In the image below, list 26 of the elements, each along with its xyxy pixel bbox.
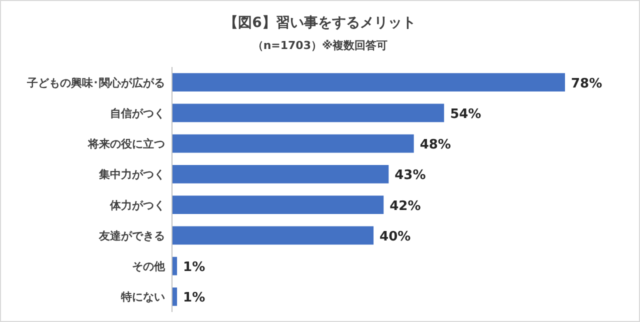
bar — [172, 256, 178, 276]
data-label: 1% — [183, 290, 206, 306]
y-tick-label: 友達ができる — [98, 229, 165, 242]
y-tick-label: 特にない — [120, 290, 165, 304]
data-label: 42% — [390, 198, 421, 214]
chart-title: 【図6】習い事をするメリット — [224, 15, 416, 31]
bar — [172, 226, 374, 245]
y-tick-label: 自信がつく — [110, 106, 165, 120]
bar — [172, 165, 389, 184]
y-tick-label: 子どもの興味･関心が広がる — [26, 76, 165, 90]
data-label: 48% — [420, 138, 451, 153]
data-label: 40% — [380, 229, 411, 244]
bar — [172, 104, 444, 122]
y-tick-label: 将来の役に立つ — [87, 138, 165, 151]
bar — [172, 134, 414, 153]
chart-subtitle: （n=1703）※複数回答可 — [252, 39, 388, 52]
data-label: 1% — [183, 260, 206, 276]
y-tick-label: その他 — [132, 260, 166, 274]
bar — [172, 288, 178, 306]
bar — [172, 196, 384, 214]
data-label: 54% — [450, 106, 482, 122]
data-label: 78% — [571, 76, 602, 92]
data-label: 43% — [394, 168, 426, 184]
y-tick-label: 体力がつく — [109, 198, 165, 212]
y-tick-label: 集中力がつく — [98, 168, 165, 182]
bar — [172, 73, 565, 92]
